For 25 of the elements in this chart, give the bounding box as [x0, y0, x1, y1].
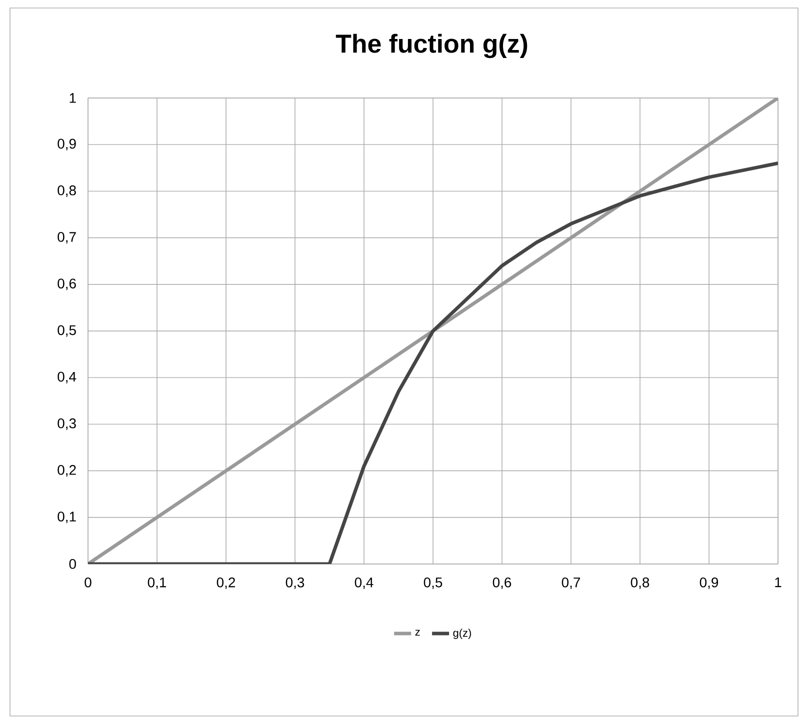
chart-title: The fuction g(z): [336, 34, 528, 58]
y-tick-label: 0,4: [58, 372, 76, 384]
x-tick-label: 0,8: [630, 577, 650, 589]
legend-label: g(z): [453, 628, 471, 639]
y-tick-label: 0: [69, 559, 76, 569]
y-tick-label: 0,2: [58, 465, 76, 477]
y-tick-label: 0,9: [58, 138, 76, 150]
y-tick-label: 0,3: [58, 418, 76, 430]
y-tick-label: 0,6: [58, 278, 76, 290]
legend-label: z: [415, 630, 420, 636]
x-tick-label: 0,7: [562, 577, 580, 589]
x-tick-label: 0,5: [424, 577, 442, 589]
y-tick-label: 0,5: [58, 325, 76, 337]
x-tick-label: 0,4: [354, 577, 374, 589]
y-tick-label: 1: [70, 93, 76, 103]
y-tick-label: 0,8: [58, 185, 76, 197]
y-tick-label: 0,1: [58, 512, 76, 524]
y-tick-label: 0,7: [58, 232, 76, 244]
x-tick-label: 0,9: [700, 577, 718, 589]
x-tick-label: 0: [84, 577, 92, 588]
x-tick-label: 1: [775, 577, 782, 588]
x-tick-label: 0,6: [492, 577, 512, 589]
x-tick-label: 0,3: [286, 577, 304, 589]
x-tick-label: 0,1: [148, 577, 166, 589]
x-tick-label: 0,2: [216, 577, 236, 589]
